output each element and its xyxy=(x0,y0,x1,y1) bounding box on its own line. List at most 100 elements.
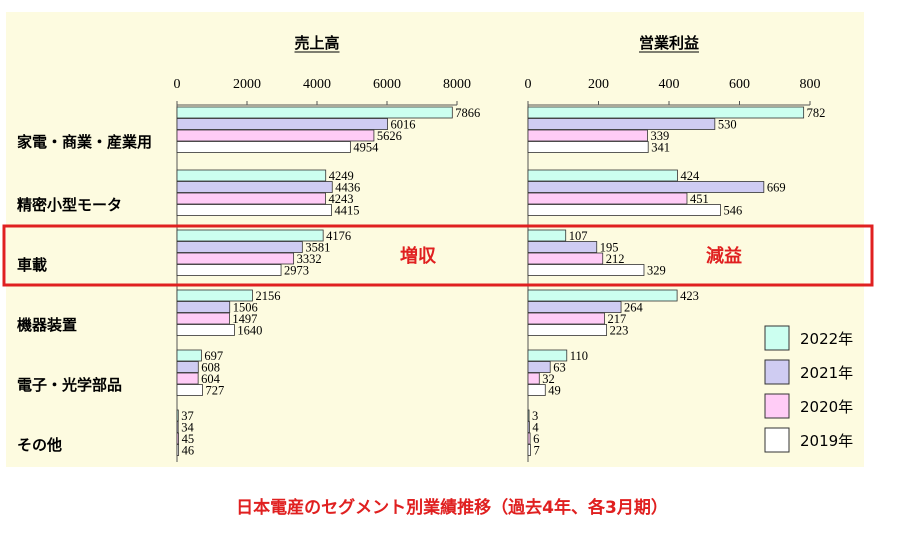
panel-title: 営業利益 xyxy=(639,34,699,52)
legend-swatch xyxy=(764,427,790,453)
bar xyxy=(176,349,202,362)
legend-swatch xyxy=(764,325,790,351)
data-label: 37 xyxy=(181,409,194,423)
bar xyxy=(527,252,604,265)
x-tick-label: 2000 xyxy=(233,77,261,92)
data-label: 424 xyxy=(680,169,700,183)
highlight-box xyxy=(2,224,874,287)
data-label: 223 xyxy=(610,324,629,338)
x-tick-label: 4000 xyxy=(303,77,331,92)
data-label: 264 xyxy=(624,301,644,315)
data-label: 3 xyxy=(532,409,538,423)
panel-annotation: 増収 xyxy=(400,245,437,267)
bar xyxy=(527,312,605,325)
x-tick-label: 200 xyxy=(588,77,609,92)
bar xyxy=(527,301,622,313)
data-label: 3332 xyxy=(297,252,322,266)
data-label: 32 xyxy=(542,372,555,386)
data-label: 63 xyxy=(553,361,566,375)
bar xyxy=(176,409,179,422)
data-label: 3581 xyxy=(305,241,330,255)
bar xyxy=(176,241,303,253)
data-label: 546 xyxy=(723,204,742,218)
bar xyxy=(527,349,568,362)
bar xyxy=(176,252,295,265)
bar xyxy=(176,324,235,336)
sales-panel: 売上高 0 2000 4000 6000 8000 7866 4249 4176 2156 697 3… xyxy=(174,34,480,462)
bar xyxy=(176,312,230,325)
data-label: 4243 xyxy=(329,192,354,206)
bar xyxy=(527,118,716,130)
bar xyxy=(527,409,530,422)
bar xyxy=(176,384,203,396)
data-label: 107 xyxy=(569,229,588,243)
data-label: 6016 xyxy=(391,118,416,132)
bar xyxy=(527,241,598,253)
legend-label: 2021年 xyxy=(800,364,853,382)
data-label: 782 xyxy=(807,106,826,120)
bar xyxy=(176,118,388,130)
bar xyxy=(176,192,326,205)
bar xyxy=(176,129,375,142)
x-tick-label: 8000 xyxy=(443,77,471,92)
category-label: 家電・商業・産業用 xyxy=(17,133,152,151)
data-label: 604 xyxy=(201,372,221,386)
bar xyxy=(176,444,180,456)
data-label: 7 xyxy=(533,444,539,458)
bar xyxy=(176,432,179,445)
data-label: 4954 xyxy=(353,141,379,155)
bar xyxy=(176,264,282,276)
x-tick-label: 400 xyxy=(659,77,680,92)
data-label: 5626 xyxy=(377,129,402,143)
bar xyxy=(527,264,645,276)
bar xyxy=(527,229,567,242)
data-label: 329 xyxy=(647,264,666,278)
bar xyxy=(527,204,721,216)
chart-caption: 日本電産のセグメント別業績推移（過去4年、各3月期） xyxy=(236,497,668,518)
bar xyxy=(527,192,688,205)
bar xyxy=(176,361,199,373)
panel-annotation: 減益 xyxy=(706,245,742,267)
legend-label: 2020年 xyxy=(800,398,853,416)
operating-profit-panel: 営業利益 0 200 400 600 800 782 424 107 423 110 3 530 669 1… xyxy=(525,34,826,462)
bar xyxy=(176,181,333,193)
bar xyxy=(176,421,179,433)
data-label: 2973 xyxy=(284,264,309,278)
data-label: 49 xyxy=(548,384,561,398)
category-label: 車載 xyxy=(17,256,47,274)
data-label: 195 xyxy=(600,241,619,255)
bar xyxy=(527,181,765,193)
bar xyxy=(527,141,649,153)
data-label: 341 xyxy=(651,141,670,155)
bar xyxy=(176,372,199,385)
bar xyxy=(176,169,327,182)
bar xyxy=(176,106,453,119)
bar xyxy=(176,141,351,153)
data-label: 4415 xyxy=(335,204,360,218)
bar xyxy=(176,229,324,242)
data-label: 6 xyxy=(533,432,539,446)
x-tick-label: 0 xyxy=(525,77,532,92)
bar xyxy=(176,289,253,302)
data-label: 4176 xyxy=(326,229,351,243)
data-label: 423 xyxy=(680,289,699,303)
legend: 2022年 2021年 2020年 2019年 xyxy=(764,325,853,453)
data-label: 530 xyxy=(718,118,737,132)
chart-background xyxy=(6,12,864,467)
legend-swatch xyxy=(764,359,790,385)
bar xyxy=(527,372,540,385)
bar xyxy=(527,421,530,433)
category-label: 機器装置 xyxy=(17,316,77,334)
data-label: 110 xyxy=(570,349,588,363)
data-label: 46 xyxy=(182,444,195,458)
panel-title: 売上高 xyxy=(294,34,339,52)
legend-label: 2022年 xyxy=(800,330,853,348)
legend-swatch xyxy=(764,393,790,419)
data-label: 34 xyxy=(181,421,194,435)
x-tick-label: 6000 xyxy=(373,77,401,92)
data-label: 45 xyxy=(182,432,195,446)
category-label: 電子・光学部品 xyxy=(17,376,122,394)
data-label: 608 xyxy=(201,361,220,375)
